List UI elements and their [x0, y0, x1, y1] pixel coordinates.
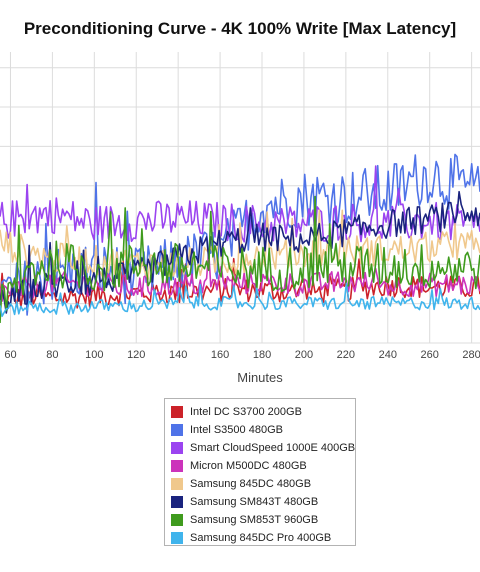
x-tick-label: 220 [337, 349, 355, 361]
x-tick-label: 60 [4, 349, 16, 361]
legend-label: Intel DC S3700 200GB [190, 406, 302, 418]
legend-label: Intel S3500 480GB [190, 424, 283, 436]
x-tick-label: 240 [379, 349, 397, 361]
series-line [0, 195, 480, 324]
legend-item: Micron M500DC 480GB [171, 457, 349, 475]
x-tick-label: 100 [85, 349, 103, 361]
legend-swatch [171, 424, 183, 436]
series-line [0, 282, 480, 317]
legend-label: Samsung 845DC Pro 400GB [190, 532, 332, 544]
x-tick-label: 120 [127, 349, 145, 361]
x-tick-label: 160 [211, 349, 229, 361]
x-tick-label: 140 [169, 349, 187, 361]
legend-item: Samsung SM843T 480GB [171, 493, 349, 511]
x-tick-label: 260 [421, 349, 439, 361]
legend-label: Samsung SM853T 960GB [190, 514, 319, 526]
series-line [0, 209, 480, 280]
legend-item: Samsung SM853T 960GB [171, 511, 349, 529]
legend-swatch [171, 460, 183, 472]
legend-label: Smart CloudSpeed 1000E 400GB [190, 442, 356, 454]
chart-legend: Intel DC S3700 200GB Intel S3500 480GB Sma… [164, 398, 356, 546]
legend-label: Micron M500DC 480GB [190, 460, 307, 472]
legend-swatch [171, 478, 183, 490]
legend-swatch [171, 406, 183, 418]
legend-label: Samsung 845DC 480GB [190, 478, 312, 490]
chart-title: Preconditioning Curve - 4K 100% Write [M… [23, 19, 457, 38]
legend-label: Samsung SM843T 480GB [190, 496, 319, 508]
x-axis-label: Minutes [237, 370, 283, 385]
x-tick-label: 180 [253, 349, 271, 361]
x-tick-label: 280 [462, 349, 480, 361]
legend-item: Samsung 845DC 480GB [171, 475, 349, 493]
legend-swatch [171, 442, 183, 454]
x-tick-label: 200 [295, 349, 313, 361]
legend-swatch [171, 532, 183, 544]
legend-item: Intel S3500 480GB [171, 421, 349, 439]
legend-item: Smart CloudSpeed 1000E 400GB [171, 439, 355, 457]
x-tick-label: 80 [46, 349, 58, 361]
legend-item: Intel DC S3700 200GB [171, 403, 349, 421]
legend-swatch [171, 514, 183, 526]
legend-swatch [171, 496, 183, 508]
legend-item: Samsung 845DC Pro 400GB [171, 529, 349, 547]
